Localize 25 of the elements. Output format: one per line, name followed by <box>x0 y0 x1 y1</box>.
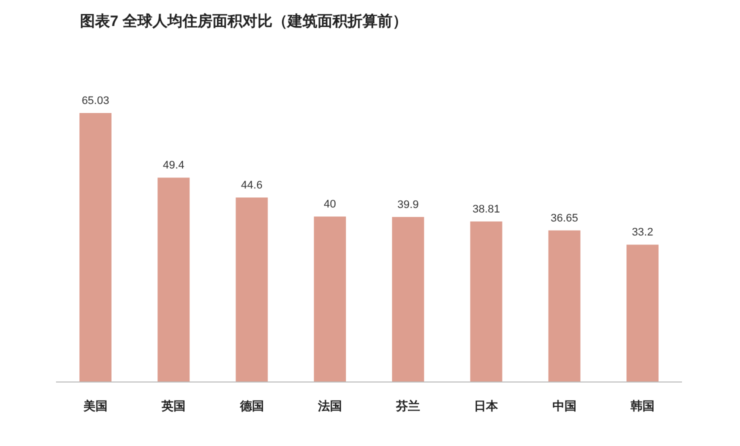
bar <box>626 244 659 382</box>
bar <box>470 221 502 382</box>
x-tick-label: 韩国 <box>630 399 655 413</box>
data-label: 33.2 <box>632 226 654 239</box>
data-label: 39.9 <box>397 198 419 211</box>
bar <box>548 230 580 382</box>
x-tick-label: 英国 <box>160 399 186 413</box>
data-label: 40 <box>324 198 336 211</box>
x-tick-label: 法国 <box>316 399 342 413</box>
data-label: 49.4 <box>162 160 184 172</box>
data-label: 65.03 <box>82 95 110 107</box>
chart-title: 图表7 全球人均住房面积对比（建筑面积折算前） <box>80 12 408 30</box>
data-label: 44.6 <box>241 180 262 192</box>
bar <box>236 198 268 382</box>
x-tick-label: 美国 <box>82 399 108 413</box>
data-label: 38.81 <box>472 203 500 216</box>
x-tick-label: 日本 <box>474 399 500 413</box>
x-tick-label: 中国 <box>552 399 576 413</box>
bar <box>392 216 424 382</box>
x-tick-label: 芬兰 <box>395 399 420 413</box>
x-tick-label: 德国 <box>238 399 264 413</box>
bar <box>158 178 190 382</box>
data-label: 36.65 <box>550 212 578 224</box>
bar <box>79 113 112 382</box>
bar <box>314 216 346 382</box>
